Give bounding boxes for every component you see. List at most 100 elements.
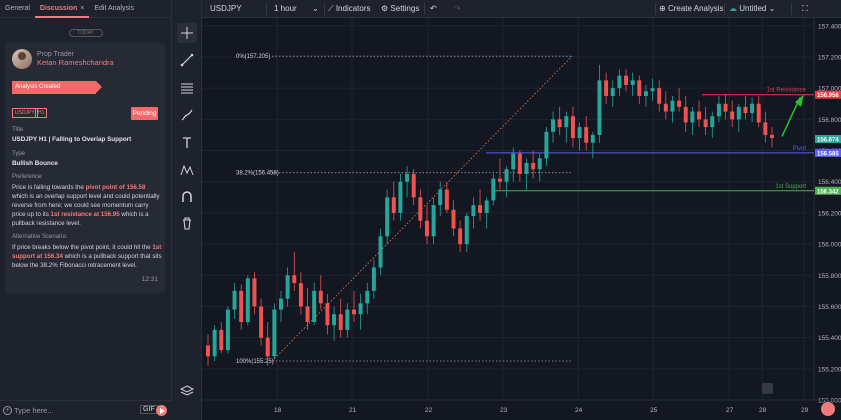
fib-level-label: 0%(157.205) [236,54,270,60]
candle-body [670,100,675,112]
indicators-icon: ⟋ [328,4,336,13]
preference-text-3: which is a pullback resistance level. [12,211,149,227]
candle-body [504,169,509,182]
undo-icon[interactable]: ↶ [430,4,437,13]
layout-name: Untitled [739,4,767,13]
candle-body [292,275,297,284]
composer: + GIF [0,400,172,420]
panel-tabs: General Discussion × Edit Analysis [0,0,171,18]
divider [424,3,425,15]
timeframe-badge: H1 [35,108,48,118]
create-analysis-button[interactable]: ⊕ Create Analysis [659,0,724,18]
text-icon[interactable] [177,133,197,153]
candle-body [444,189,449,210]
candle-body [750,103,755,114]
create-analysis-label: Create Analysis [667,4,724,13]
candle-body [736,106,741,120]
layers-icon[interactable] [177,381,197,401]
tab-edit-analysis[interactable]: Edit Analysis [94,4,135,12]
trash-icon[interactable] [177,213,197,233]
divider [655,3,656,15]
candle-body [551,119,556,132]
candle-body [531,163,536,170]
price-tag [815,148,841,157]
x-tick-label: 28 [759,407,767,414]
pattern-icon[interactable] [177,160,197,180]
tab-discussion[interactable]: Discussion × [34,0,90,18]
brush-icon[interactable] [177,105,197,125]
candle-body [650,88,655,92]
candle-body [663,103,668,112]
type-label: Type [12,151,26,157]
symbol-badge: USDJPY [12,108,38,118]
add-icon[interactable]: + [3,406,12,415]
candle-body [318,290,323,304]
y-tick-label: 157.000 [818,86,841,93]
candle-body [643,91,648,96]
candle-body [584,127,589,143]
candle-body [590,134,595,143]
indicators-button[interactable]: ⟋ Indicators [328,0,371,18]
level-label: Pivot [793,146,807,152]
layout-dropdown[interactable]: ☁ Untitled ⌄ [729,0,775,18]
redo-icon[interactable]: ↷ [454,4,461,13]
preference-text-1: Price is falling towards the [12,184,86,191]
cloud-icon: ☁ [729,4,740,13]
alt-scenario-label: Alternative Scenario: [12,234,68,240]
lock-icon [762,383,773,394]
date-separator: TODAY [68,29,103,37]
fib-retracement-icon[interactable] [177,78,197,98]
price-tag-label: 156.342 [817,189,839,195]
send-icon[interactable] [156,405,167,416]
candle-body [677,100,682,107]
candle-body [610,88,615,96]
y-tick-label: 156.400 [818,179,841,186]
author-role: Prop Trader [37,51,74,58]
candle-body [770,134,774,139]
chart-header: USDJPY 1 hour ⌄ ⟋ Indicators ⚙ Settings ↶… [202,0,841,18]
avatar[interactable] [12,49,32,69]
trendline-icon[interactable] [177,50,197,70]
status-badge[interactable]: Pending [131,107,158,120]
settings-button[interactable]: ⚙ Settings [381,0,419,18]
candle-body [385,197,390,237]
y-tick-label: 156.200 [818,210,841,217]
analysis-created-banner: Analysis Created [12,81,102,94]
candle-body [478,205,483,213]
x-tick-label: 22 [425,407,433,414]
fullscreen-icon[interactable]: ⛶ [802,4,808,13]
author-name[interactable]: Ketan Rameshchandra [37,58,114,67]
discussion-panel: General Discussion × Edit Analysis TODAY … [0,0,172,420]
pivot-highlight: pivot point of 156.58 [85,184,146,191]
candle-body [723,103,728,112]
chart-canvas[interactable]: 157.400157.200157.000156.800156.600156.4… [202,18,841,420]
price-tag-label: 156.958 [817,93,839,99]
candle-body [471,205,476,217]
candle-body [517,153,522,174]
magnet-icon[interactable] [177,187,197,207]
candle-body [484,200,489,213]
candle-body [497,178,502,182]
candle-body [564,116,569,128]
alt-scenario-text: If price breaks below the pivot point, i… [12,243,162,270]
candle-body [756,103,761,123]
y-tick-label: 156.800 [818,117,841,124]
symbol-search[interactable]: USDJPY [210,4,242,13]
y-tick-label: 155.000 [818,398,841,405]
close-icon[interactable]: × [80,4,85,12]
candle-body [278,298,283,310]
x-tick-label: 18 [274,407,282,414]
candle-body [325,303,330,326]
candle-body [371,267,376,291]
candle-body [272,309,277,357]
preference-text-2: which is an overlap support level and co… [12,193,160,218]
projection-arrow [781,97,801,137]
gear-icon: ⚙ [381,4,391,13]
tab-general[interactable]: General [5,4,30,12]
alt-text-2: which is a pullback support that sits be… [12,253,162,269]
interval-dropdown[interactable]: 1 hour ⌄ [274,0,320,18]
crosshair-icon[interactable] [177,23,197,43]
price-chart[interactable]: 157.400157.200157.000156.800156.600156.4… [202,18,841,420]
analysis-type: Bullish Bounce [12,160,58,167]
message-input[interactable] [14,404,124,417]
